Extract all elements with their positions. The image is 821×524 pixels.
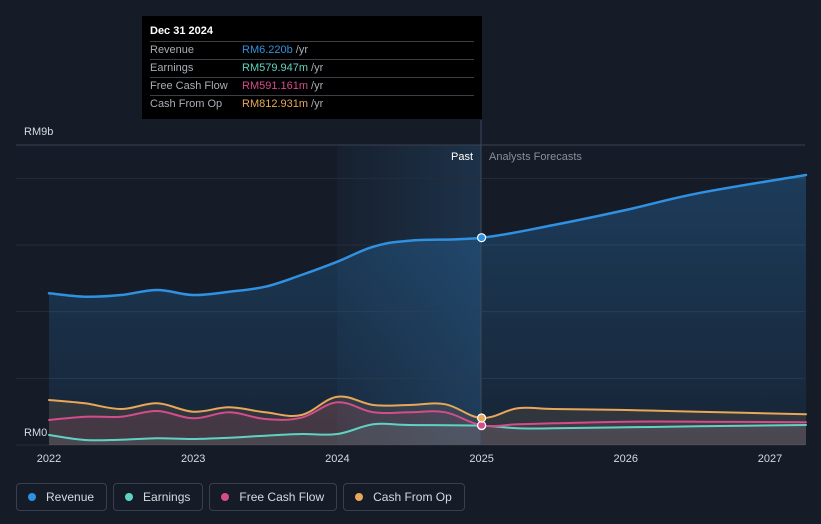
- tooltip-label: Free Cash Flow: [150, 80, 228, 92]
- series-line-free-cash-flow: [48, 401, 807, 428]
- series-line-revenue: [47, 173, 808, 299]
- legend-dot-icon: [125, 493, 134, 501]
- past-label: Past: [451, 151, 473, 163]
- legend-label: Revenue: [46, 490, 95, 504]
- area-earnings: [49, 423, 806, 445]
- legend-dot-icon: [28, 493, 36, 501]
- legend-item-free-cash-flow[interactable]: Free Cash Flow: [209, 483, 338, 511]
- legend-item-cash-from-op[interactable]: Cash From Op: [343, 483, 465, 511]
- tooltip-label: Earnings: [150, 62, 194, 74]
- tooltip-value: RM812.931m: [242, 98, 309, 110]
- x-tick-label: 2027: [758, 453, 782, 465]
- series-line-earnings: [48, 422, 807, 442]
- tooltip-unit: /yr: [295, 44, 308, 56]
- legend-item-revenue[interactable]: Revenue: [16, 483, 108, 511]
- tooltip-value: RM591.161m: [242, 80, 309, 92]
- legend-dot-icon: [355, 493, 364, 501]
- x-tick-label: 2023: [181, 453, 205, 465]
- tooltip-row-earnings: Earnings RM579.947m /yr: [150, 59, 474, 77]
- tooltip-unit: /yr: [311, 98, 324, 110]
- legend-label: Cash From Op: [373, 490, 452, 504]
- x-tick-label: 2026: [614, 453, 638, 465]
- tooltip: Dec 31 2024 Revenue RM6.220b /yr Earning…: [142, 16, 482, 119]
- x-tick-label: 2024: [325, 453, 349, 465]
- legend-label: Free Cash Flow: [239, 490, 325, 504]
- tooltip-unit: /yr: [311, 80, 324, 92]
- tooltip-row-free-cash-flow: Free Cash Flow RM591.161m /yr: [150, 77, 474, 95]
- y-axis-max-label: RM9b: [24, 126, 53, 138]
- marker-revenue[interactable]: [477, 233, 487, 243]
- tooltip-value: RM579.947m: [242, 62, 309, 74]
- area-free-cash-flow: [49, 402, 806, 445]
- chart: RM9b RM0 Past Analysts Forecasts 2022 202…: [16, 120, 808, 465]
- tooltip-date: Dec 31 2024: [150, 25, 213, 37]
- y-axis-min-label: RM0: [24, 427, 47, 439]
- marker-cash-from-op[interactable]: [477, 413, 487, 423]
- tooltip-label: Cash From Op: [150, 98, 223, 110]
- series-line-cash-from-op: [48, 395, 807, 420]
- legend-label: Earnings: [143, 490, 191, 504]
- tooltip-row-revenue: Revenue RM6.220b /yr: [150, 41, 474, 59]
- tooltip-unit: /yr: [311, 62, 324, 74]
- area-revenue: [49, 175, 806, 445]
- tooltip-value: RM6.220b: [242, 44, 293, 56]
- forecast-label: Analysts Forecasts: [489, 151, 582, 163]
- tooltip-row-cash-from-op: Cash From Op RM812.931m /yr: [150, 95, 474, 113]
- tooltip-label: Revenue: [150, 44, 195, 56]
- x-tick-label: 2025: [469, 453, 493, 465]
- legend: Revenue Earnings Free Cash Flow Cash Fro…: [16, 483, 465, 511]
- x-tick-label: 2022: [37, 453, 61, 465]
- legend-dot-icon: [221, 493, 230, 501]
- legend-item-earnings[interactable]: Earnings: [113, 483, 204, 511]
